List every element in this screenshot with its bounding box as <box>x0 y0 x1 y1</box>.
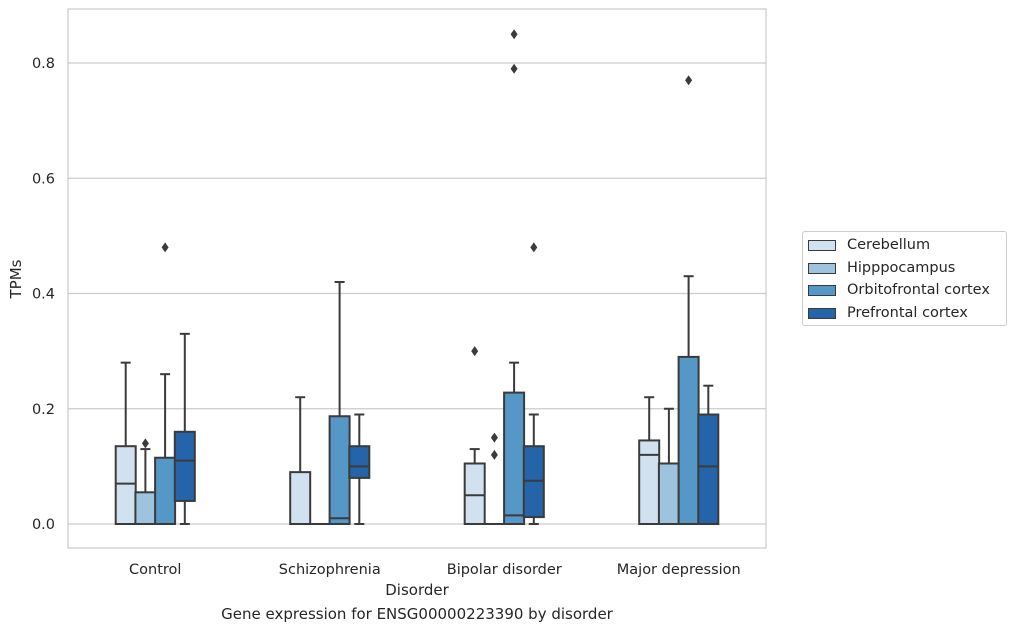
legend-label-cerebellum: Cerebellum <box>847 237 931 253</box>
axis-ticks: 0.0 0.2 0.4 0.6 0.8 Control Schizophrenia Bipol… <box>32 56 741 578</box>
box-body <box>114 445 137 525</box>
box-cerebellum <box>114 361 137 525</box>
box-prefrontal-cortex <box>173 332 196 525</box>
box-orbitofrontal-cortex <box>677 75 700 526</box>
outlier-point <box>490 449 498 460</box>
figure-caption: Gene expression for ENSG00000223390 by d… <box>221 605 613 623</box>
legend-item-hippocampus: Hipppocampus <box>808 258 955 278</box>
x-axis-label: Disorder <box>385 581 449 599</box>
outlier-point <box>161 242 169 253</box>
legend-label-hippocampus: Hipppocampus <box>847 260 956 276</box>
outlier-point <box>141 438 149 449</box>
box-body <box>173 430 196 502</box>
box-prefrontal-cortex <box>348 413 371 525</box>
boxes <box>114 29 720 526</box>
legend-item-cerebellum: Cerebellum <box>808 235 930 255</box>
plot-frame <box>67 8 767 549</box>
legend-swatch-prefrontal-cortex <box>808 307 836 319</box>
box-orbitofrontal-cortex <box>503 29 526 525</box>
box-prefrontal-cortex <box>522 242 545 525</box>
box-body <box>503 391 526 525</box>
box-body <box>328 415 351 525</box>
box-cerebellum <box>638 396 661 526</box>
box-body <box>657 462 680 525</box>
outlier-point <box>471 346 479 357</box>
y-tick-label: 0.0 <box>32 517 55 533</box>
y-tick-label: 0.4 <box>32 287 55 303</box>
legend-label-orbitofrontal-cortex: Orbitofrontal cortex <box>847 282 990 298</box>
legend: Cerebellum Hipppocampus Orbitofrontal co… <box>802 231 1007 326</box>
box-orbitofrontal-cortex <box>154 242 177 526</box>
y-tick-label: 0.8 <box>32 56 55 72</box>
legend-label-prefrontal-cortex: Prefrontal cortex <box>847 305 968 321</box>
outlier-point <box>510 63 518 74</box>
outlier-point <box>490 432 498 443</box>
x-tick-label: Schizophrenia <box>279 562 381 578</box>
box-cerebellum <box>289 396 312 526</box>
x-tick-label: Major depression <box>617 562 741 578</box>
box-body <box>697 413 720 526</box>
gridlines <box>68 62 766 525</box>
outlier-point <box>530 242 538 253</box>
legend-item-orbitofrontal-cortex: Orbitofrontal cortex <box>808 280 990 300</box>
box-body <box>677 355 700 526</box>
box-hipppocampus <box>657 407 680 525</box>
legend-swatch-hippocampus <box>808 262 836 274</box>
legend-swatch-orbitofrontal-cortex <box>808 284 836 296</box>
box-orbitofrontal-cortex <box>328 280 351 525</box>
x-tick-label: Control <box>129 562 181 578</box>
box-hipppocampus <box>483 432 506 526</box>
x-tick-label: Bipolar disorder <box>447 562 562 578</box>
outlier-point <box>510 29 518 40</box>
box-prefrontal-cortex <box>697 384 720 526</box>
box-hipppocampus <box>134 438 157 525</box>
y-tick-label: 0.2 <box>32 402 55 418</box>
outlier-point <box>685 75 693 86</box>
box-body <box>134 491 157 525</box>
box-body <box>463 462 486 525</box>
y-axis-label: TPMs <box>7 259 25 299</box>
box-body <box>348 445 371 479</box>
box-cerebellum <box>463 346 486 525</box>
box-body <box>154 456 177 526</box>
box-body <box>638 439 661 526</box>
legend-item-prefrontal-cortex: Prefrontal cortex <box>808 303 968 323</box>
legend-swatch-cerebellum <box>808 239 836 251</box>
y-tick-label: 0.6 <box>32 171 55 187</box>
box-body <box>289 471 312 526</box>
